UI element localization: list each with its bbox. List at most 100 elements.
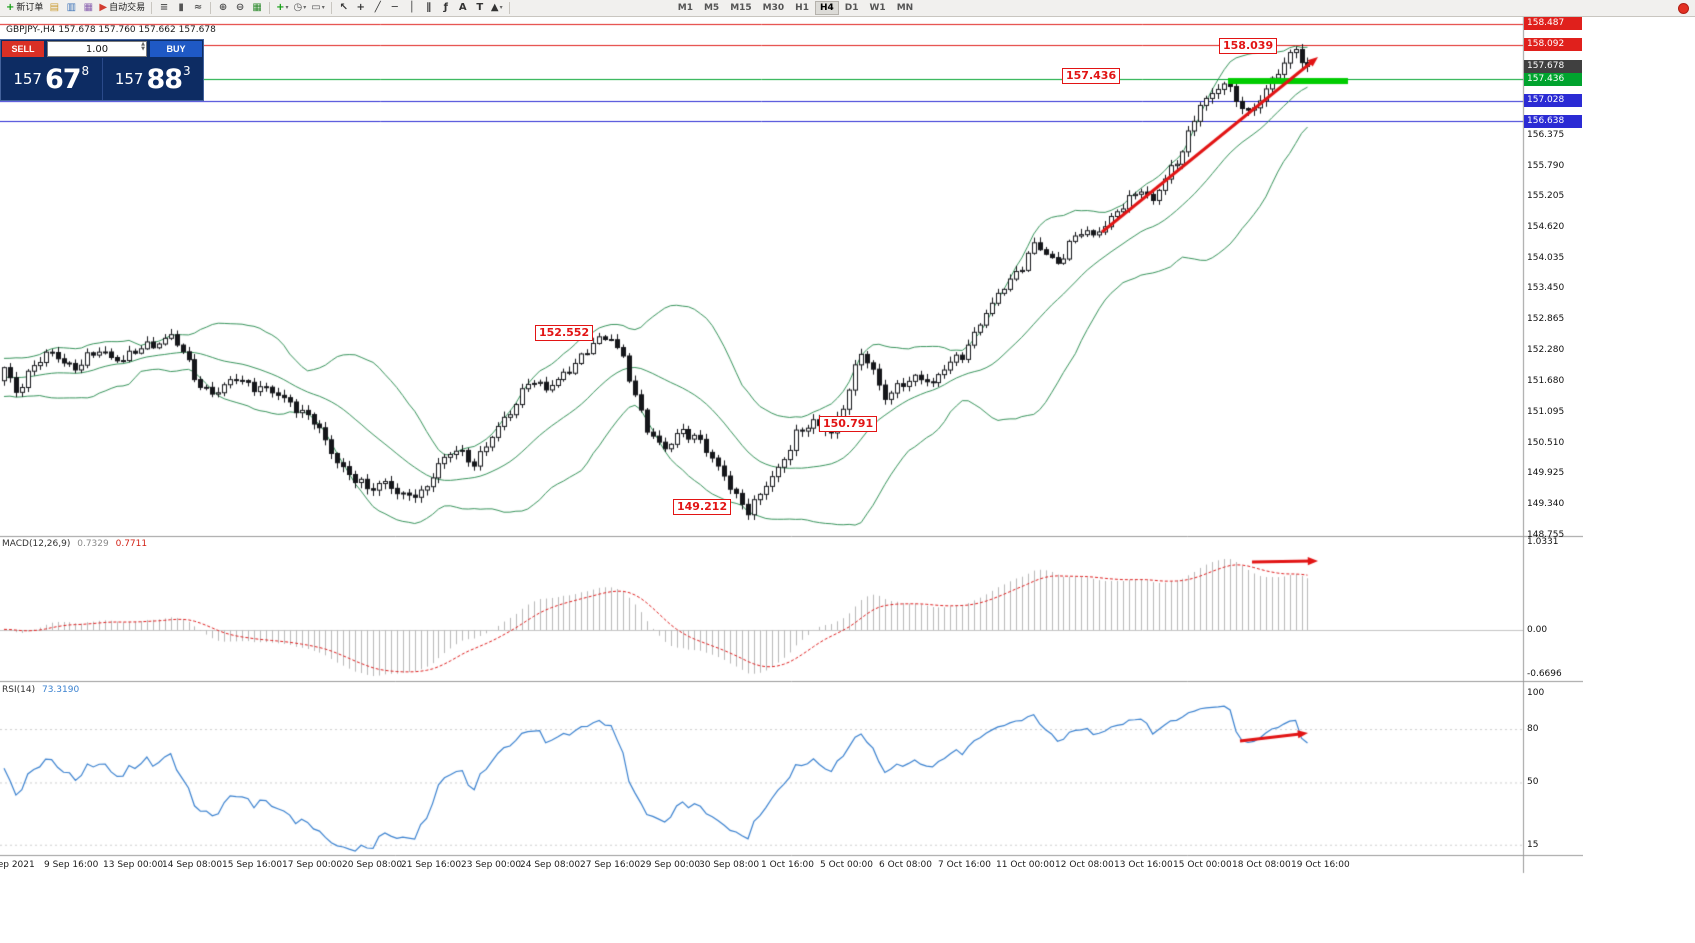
cursor-button[interactable]: ↖ (336, 1, 352, 16)
timeframe-m1-button[interactable]: M1 (677, 3, 693, 13)
periods-button[interactable]: ◷ ▾ (292, 1, 309, 16)
timeframe-group: M1 M5 M15 M30 H1 H4 D1 W1 MN (673, 1, 918, 15)
channel-button[interactable]: ∥ (421, 1, 437, 16)
chart-candles-button[interactable]: ▮ (173, 1, 189, 16)
time-axis-label: 27 Sep 16:00 (580, 860, 641, 870)
channel-icon: ∥ (426, 2, 432, 13)
price-level-annotation[interactable]: 149.212 (673, 499, 732, 515)
price-level-annotation[interactable]: 150.791 (819, 416, 878, 432)
volume-input[interactable]: 1.00 ▲ ▼ (47, 41, 147, 57)
timeframe-h4-button[interactable]: H4 (814, 1, 839, 15)
macd-axis-tick: 1.0331 (1527, 537, 1559, 547)
indicators-icon: + (276, 2, 285, 13)
tile-windows-button[interactable]: ▦ (249, 1, 265, 16)
rsi-axis-tick: 15 (1527, 839, 1539, 850)
macd-axis-tick: 0.00 (1527, 625, 1548, 635)
timeframe-h1-button[interactable]: H1 (795, 3, 809, 13)
shapes-icon: ▲ (490, 2, 499, 13)
spinner-up-icon: ▲ (141, 41, 145, 47)
timeframe-mn-button[interactable]: MN (896, 3, 914, 13)
ask-pipette: 3 (183, 64, 191, 78)
price-level-annotation[interactable]: 158.039 (1219, 38, 1278, 54)
time-axis-label: 9 Sep 16:00 (44, 860, 99, 870)
toolbar-separator (330, 2, 332, 14)
one-click-trade-panel: SELL 1.00 ▲ ▼ BUY 157 67 8 157 88 3 (0, 39, 204, 101)
text-button[interactable]: A (455, 1, 471, 16)
price-axis-marker: 158.092 (1524, 38, 1582, 52)
timeframe-d1-button[interactable]: D1 (844, 3, 859, 13)
market-watch-icon[interactable]: ▥ (63, 1, 79, 16)
shapes-button[interactable]: ▲ ▾ (489, 1, 505, 16)
price-axis-tick: 148.755 (1527, 529, 1565, 540)
toolbar: + 新订单 ▤ ▥ ▦ ▶ 自动交易 ≡ ▮ ≈ ⊕ ⊖ ▦ + ▾ ◷ ▾ ▭ ▾ ↖ + ╱ ─ │ ∥ ƒ A T ▲ ▾ M1 M5… (0, 0, 1695, 17)
templates-button[interactable]: ▭ ▾ (309, 1, 326, 16)
price-level-annotation[interactable]: 157.436 (1062, 68, 1121, 84)
buy-button[interactable]: BUY (150, 41, 202, 57)
timeframe-m15-button[interactable]: M15 (730, 3, 752, 13)
metaeditor-icon[interactable]: ▤ (46, 1, 62, 16)
ask-big-figure: 157 (114, 70, 144, 88)
templates-icon: ▭ (311, 2, 321, 13)
sell-button[interactable]: SELL (2, 41, 44, 57)
price-axis-marker: 156.638 (1524, 114, 1582, 128)
text-icon: A (458, 2, 467, 13)
dropdown-caret-icon: ▾ (321, 4, 325, 11)
time-axis-label: 30 Sep 08:00 (699, 860, 760, 870)
timeframe-w1-button[interactable]: W1 (869, 3, 886, 13)
chart-bars-button[interactable]: ≡ (156, 1, 172, 16)
price-axis-tick: 151.680 (1527, 376, 1565, 387)
vertical-line-button[interactable]: │ (404, 1, 420, 16)
crosshair-button[interactable]: + (353, 1, 369, 16)
bid-price[interactable]: 157 67 8 (1, 58, 102, 100)
volume-spinner[interactable]: ▲ ▼ (141, 42, 145, 52)
chart-canvas[interactable] (0, 17, 1583, 943)
rsi-axis-tick: 100 (1527, 688, 1545, 699)
toolbar-right (1678, 2, 1691, 14)
time-axis-label: 19 Oct 16:00 (1291, 860, 1350, 870)
chart-line-button[interactable]: ≈ (190, 1, 206, 16)
time-axis-label: 20 Sep 08:00 (342, 860, 403, 870)
zoom-out-button[interactable]: ⊖ (232, 1, 248, 16)
fibonacci-icon: ƒ (443, 2, 448, 13)
time-axis-label: 23 Sep 00:00 (461, 860, 522, 870)
horizontal-line-button[interactable]: ─ (387, 1, 403, 16)
trendline-button[interactable]: ╱ (370, 1, 386, 16)
macd-main-value: 0.7329 (77, 539, 109, 549)
text-label-icon: T (476, 2, 484, 13)
price-axis-marker: 157.678 (1524, 59, 1582, 73)
indicators-button[interactable]: + ▾ (274, 1, 290, 16)
price-axis-tick: 154.620 (1527, 222, 1565, 232)
price-axis-tick: 153.450 (1527, 283, 1565, 294)
timeframe-m30-button[interactable]: M30 (762, 3, 785, 13)
macd-signal-value: 0.7711 (115, 539, 148, 549)
time-axis-label: 18 Oct 08:00 (1232, 860, 1291, 870)
price-axis-tick: 150.510 (1527, 437, 1565, 448)
time-axis-label: 7 Oct 16:00 (938, 860, 991, 870)
text-label-button[interactable]: T (472, 1, 488, 16)
toolbar-separator (151, 2, 153, 14)
time-axis-label: 13 Oct 16:00 (1114, 860, 1173, 870)
trendline-icon: ╱ (374, 2, 381, 13)
new-order-button[interactable]: + 新订单 (4, 1, 45, 16)
time-axis-label: 21 Sep 16:00 (401, 860, 462, 870)
time-axis-label: 5 Oct 00:00 (820, 860, 873, 870)
metaeditor-icon-icon: ▤ (49, 2, 60, 13)
price-axis-tick: 152.865 (1527, 314, 1565, 325)
tile-windows-icon: ▦ (252, 2, 262, 13)
autotrade-button[interactable]: ▶ 自动交易 (97, 1, 147, 16)
navigator-icon[interactable]: ▦ (80, 1, 96, 16)
price-level-annotation[interactable]: 152.552 (535, 325, 594, 341)
price-axis-tick: 151.095 (1527, 407, 1565, 418)
price-axis-marker: 157.436 (1524, 72, 1582, 86)
time-axis-label: 6 Oct 08:00 (879, 860, 932, 870)
zoom-in-button[interactable]: ⊕ (215, 1, 231, 16)
connection-status-icon[interactable] (1678, 2, 1689, 14)
macd-name: MACD(12,26,9) (2, 539, 71, 549)
chart-bars-icon: ≡ (159, 2, 169, 13)
vertical-line-icon: │ (408, 2, 415, 13)
timeframe-m5-button[interactable]: M5 (703, 3, 720, 13)
ask-pips: 88 (146, 63, 183, 95)
toolbar-separator (508, 2, 510, 14)
ask-price[interactable]: 157 88 3 (101, 58, 204, 100)
fibonacci-button[interactable]: ƒ (438, 1, 454, 16)
